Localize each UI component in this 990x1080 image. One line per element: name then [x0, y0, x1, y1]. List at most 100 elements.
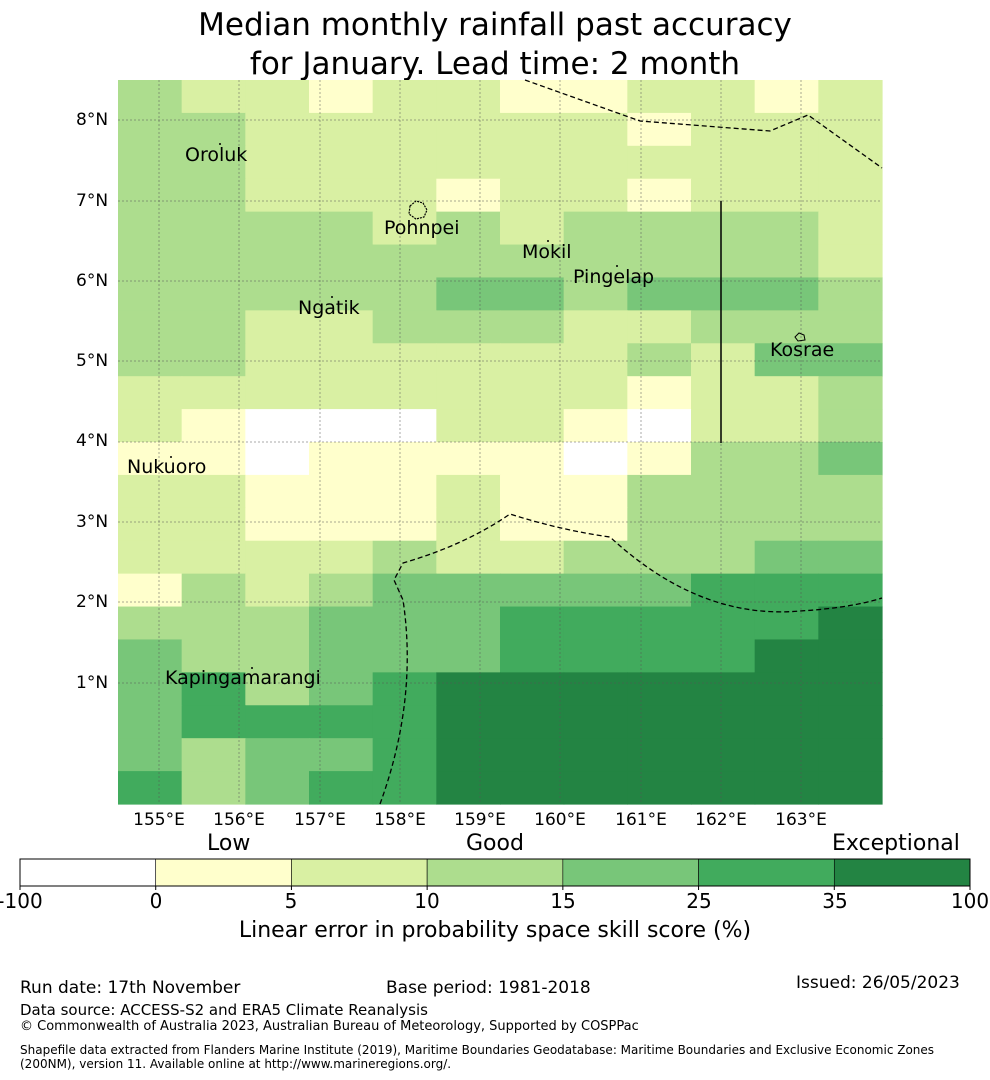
grid-cell	[181, 112, 246, 147]
grid-cell	[500, 211, 565, 246]
grid-cell	[181, 540, 246, 575]
place-label-oroluk: Oroluk	[185, 144, 247, 166]
grid-cell	[754, 639, 819, 673]
grid-cell	[118, 277, 183, 311]
grid-cell	[691, 211, 756, 246]
lon-label-159e: 159°E	[454, 810, 506, 830]
colorbar-swatch	[833, 858, 971, 887]
colorbar-tick-label: 15	[550, 889, 576, 913]
lat-label-8n: 8°N	[76, 110, 109, 130]
grid-cell	[436, 376, 501, 410]
grid-cell	[118, 474, 183, 509]
grid-cell	[309, 771, 374, 805]
grid-cell	[118, 80, 183, 114]
grid-cell	[627, 145, 692, 180]
grid-cell	[181, 771, 246, 805]
grid-cell	[309, 211, 374, 246]
grid-cell	[818, 738, 883, 772]
grid-cell	[372, 442, 437, 476]
lon-label-157e: 157°E	[294, 810, 346, 830]
grid-cell	[372, 771, 437, 805]
grid-cell	[754, 112, 819, 147]
grid-cell	[309, 145, 374, 180]
eez-boundary-south	[379, 513, 883, 805]
grid-cell	[436, 244, 501, 279]
lon-label-161e: 161°E	[615, 810, 667, 830]
grid-cell	[118, 573, 183, 608]
grid-cell	[245, 606, 310, 641]
grid-cell	[309, 310, 374, 344]
grid-cell	[500, 409, 565, 443]
grid-cell	[818, 771, 883, 805]
grid-cell	[691, 80, 756, 114]
grid-cell	[309, 573, 374, 608]
grid-cell	[181, 80, 246, 114]
grid-cell	[181, 474, 246, 509]
grid-cell	[245, 310, 310, 344]
grid-cell	[118, 606, 183, 641]
grid-cell	[436, 442, 501, 476]
grid-cell	[118, 639, 183, 673]
grid-cell	[372, 376, 437, 410]
colorbar-swatch	[19, 858, 157, 887]
grid-cell	[181, 705, 246, 739]
grid-cell	[818, 343, 883, 377]
grid-cell	[754, 474, 819, 509]
grid-cell	[372, 244, 437, 279]
grid-cell	[500, 672, 565, 706]
grid-cell	[245, 178, 310, 213]
grid-cell	[118, 376, 183, 410]
colorbar-tick-label: -100	[0, 889, 43, 913]
grid-cell	[563, 672, 628, 706]
colorbar-swatch	[291, 858, 428, 887]
grid-cell	[500, 277, 565, 311]
grid-cell	[245, 145, 310, 180]
grid-cell	[627, 442, 692, 476]
grid-cell	[500, 145, 565, 180]
grid-cell	[563, 178, 628, 213]
grid-cell	[627, 244, 692, 279]
grid-cell	[500, 178, 565, 213]
legend-category-low: Low	[207, 831, 251, 856]
grid-cell	[754, 573, 819, 608]
grid-cell	[372, 639, 437, 673]
grid-cell	[436, 705, 501, 739]
grid-cell	[436, 277, 501, 311]
grid-cell	[436, 409, 501, 443]
grid-cell	[818, 310, 883, 344]
grid-cell	[245, 277, 310, 311]
grid-cell	[118, 771, 183, 805]
grid-cell	[372, 573, 437, 608]
grid-cell	[309, 80, 374, 114]
grid-cell	[818, 442, 883, 476]
title-line-1: Median monthly rainfall past accuracy	[198, 7, 792, 43]
shapefile-credit: Shapefile data extracted from Flanders M…	[20, 1043, 935, 1071]
grid-cell	[436, 112, 501, 147]
grid-cell	[627, 343, 692, 377]
grid-cell	[563, 409, 628, 443]
lat-label-3n: 3°N	[76, 512, 109, 532]
grid-cell	[627, 771, 692, 805]
grid-cell	[818, 244, 883, 279]
grid-cell	[500, 606, 565, 641]
base-period: Base period: 1981-2018	[386, 978, 591, 998]
grid-cell	[818, 540, 883, 575]
grid-cell	[500, 343, 565, 377]
colorbar-tick-label: 100	[950, 889, 990, 913]
grid-cell	[118, 672, 183, 706]
grid-cell	[436, 573, 501, 608]
grid-cell	[309, 507, 374, 542]
grid-cell	[627, 573, 692, 608]
place-label-pohnpei: Pohnpei	[384, 217, 460, 239]
lat-label-7n: 7°N	[76, 191, 109, 211]
colorbar-swatch	[155, 858, 292, 887]
grid-cell	[245, 573, 310, 608]
legend-category-good: Good	[466, 831, 524, 856]
grid-cell	[563, 343, 628, 377]
grid-cell	[691, 474, 756, 509]
grid-cell	[436, 310, 501, 344]
grid-cell	[118, 442, 183, 476]
grid-cell	[500, 507, 565, 542]
grid-cell	[181, 442, 246, 476]
grid-cell	[118, 507, 183, 542]
